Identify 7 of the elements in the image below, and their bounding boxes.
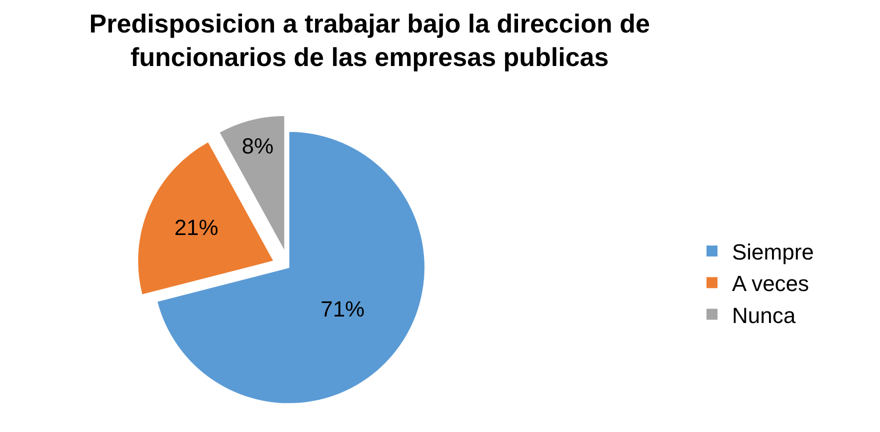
data-label: 21%: [174, 214, 218, 240]
legend-label: Siempre: [732, 240, 814, 265]
legend-label: Nunca: [732, 302, 796, 328]
chart-title: Predisposicion a trabajar bajo la direccion de funcionarios de las empresas publicas: [89, 8, 650, 72]
data-label: 8%: [242, 134, 274, 159]
legend-label: A veces: [732, 271, 810, 296]
data-label: 71%: [320, 296, 365, 322]
